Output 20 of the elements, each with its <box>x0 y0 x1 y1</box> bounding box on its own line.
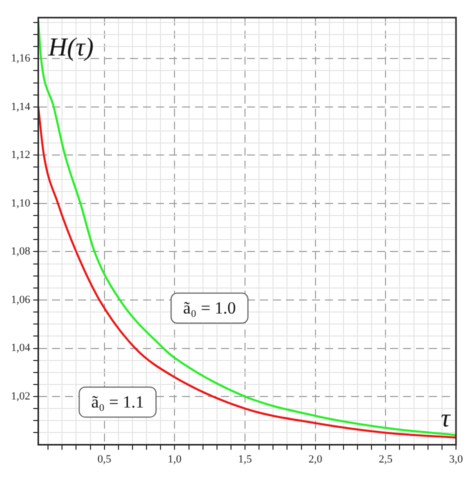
x-tick-label: 3,0 <box>449 453 464 466</box>
y-axis-title: H(τ) <box>47 32 94 62</box>
line-series <box>38 19 456 436</box>
y-tick-label: 1,14 <box>11 100 31 113</box>
line-series <box>38 106 456 439</box>
y-tick-label: 1,16 <box>11 52 31 65</box>
series-label: ã₀ = 1.1 <box>91 392 144 412</box>
y-tick-label: 1,08 <box>11 246 31 258</box>
x-axis-title: τ <box>440 404 452 433</box>
y-tick-label: 1,10 <box>11 197 31 210</box>
x-tick-label: 0,5 <box>97 453 112 466</box>
x-tick-label: 2,0 <box>308 453 323 466</box>
y-tick-label: 1,02 <box>11 390 30 402</box>
y-tick-label: 1,06 <box>11 294 31 306</box>
x-tick-label: 1,0 <box>168 453 182 466</box>
x-tick-label: 2,5 <box>378 453 394 466</box>
y-tick-label: 1,12 <box>11 149 30 162</box>
x-tick-label: 1,5 <box>238 453 252 466</box>
y-tick-label: 1,04 <box>11 342 31 354</box>
text: ã₀ = 1.0 <box>183 298 236 318</box>
